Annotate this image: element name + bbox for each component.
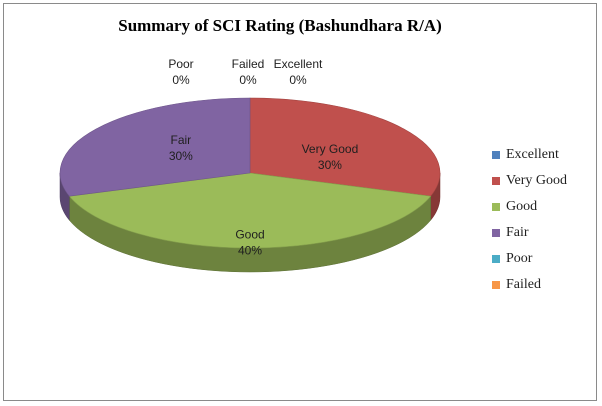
data-label-name-good: Good (235, 228, 264, 242)
legend-label: Fair (506, 225, 529, 240)
chart-title: Summary of SCI Rating (Bashundhara R/A) (118, 16, 442, 35)
data-label-name-excellent: Excellent (274, 57, 323, 71)
legend: Excellent Very Good Good Fair Poor Failed (492, 142, 567, 298)
legend-swatch (492, 177, 500, 185)
slice-very-good (249, 97, 441, 197)
legend-label: Poor (506, 251, 533, 266)
data-label-name-failed: Failed (232, 57, 265, 71)
data-label-value-poor: 0% (172, 73, 190, 87)
data-label-value-failed: 0% (239, 73, 257, 87)
data-label-name-very-good: Very Good (302, 142, 359, 156)
legend-label: Failed (506, 277, 541, 292)
legend-swatch (492, 281, 500, 289)
legend-label: Very Good (506, 173, 568, 188)
legend-item-fair: Fair (492, 220, 567, 246)
legend-item-good: Good (492, 194, 567, 220)
legend-swatch (492, 229, 500, 237)
data-label-value-fair: 30% (169, 149, 193, 163)
legend-item-poor: Poor (492, 246, 567, 272)
legend-item-excellent: Excellent (492, 142, 567, 168)
slice-good (68, 172, 432, 249)
data-label-value-very-good: 30% (318, 158, 342, 172)
legend-label: Good (506, 199, 538, 214)
slice-fair (59, 97, 251, 197)
data-label-name-fair: Fair (170, 133, 191, 147)
legend-swatch (492, 151, 500, 159)
legend-swatch (492, 203, 500, 211)
legend-item-very-good: Very Good (492, 168, 567, 194)
legend-label: Excellent (506, 147, 559, 162)
data-label-value-good: 40% (238, 244, 262, 258)
data-label-name-poor: Poor (168, 57, 193, 71)
legend-swatch (492, 255, 500, 263)
data-label-value-excellent: 0% (289, 73, 307, 87)
legend-item-failed: Failed (492, 272, 567, 298)
